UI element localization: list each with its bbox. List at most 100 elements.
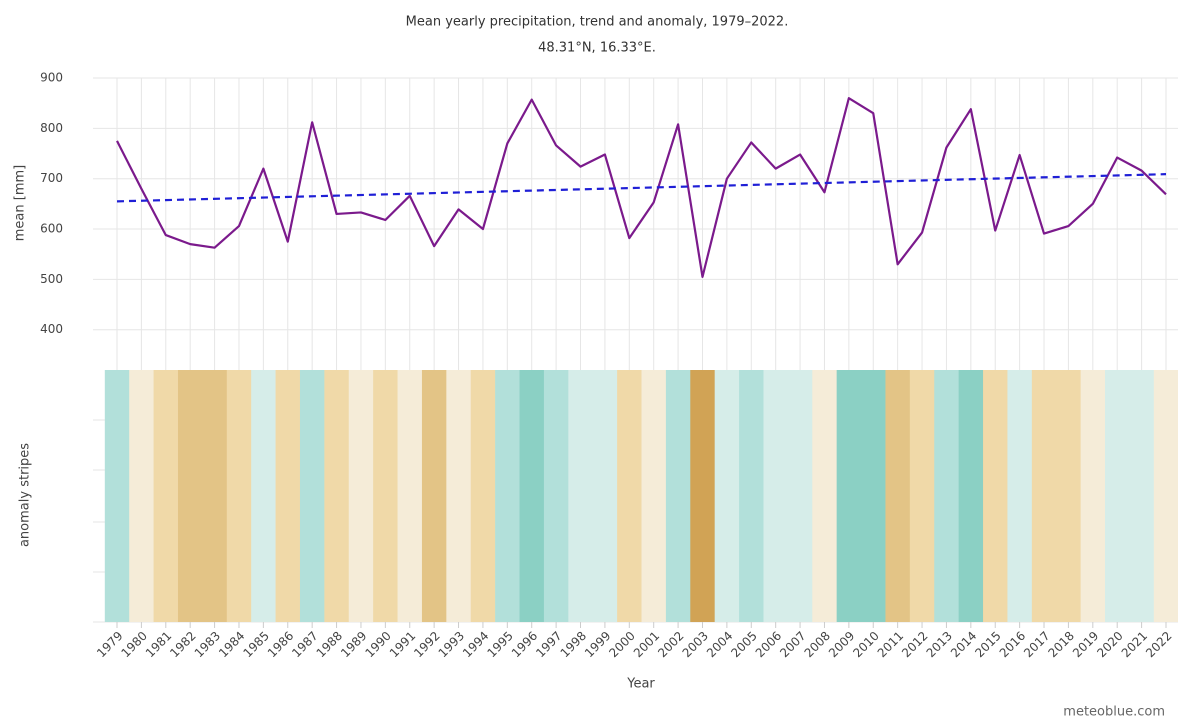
anomaly-stripe (495, 370, 521, 622)
y-axis-label: mean [mm] (13, 165, 28, 241)
x-tick-label: 2009 (826, 629, 857, 660)
anomaly-stripe (446, 370, 472, 622)
chart-title: Mean yearly precipitation, trend and ano… (406, 15, 789, 30)
x-tick-label: 2005 (728, 629, 759, 660)
x-tick-label: 2007 (777, 629, 808, 660)
anomaly-stripe (885, 370, 911, 622)
x-tick-label: 1999 (582, 629, 613, 660)
anomaly-stripe (299, 370, 325, 622)
anomaly-stripe (519, 370, 545, 622)
x-tick-label: 2011 (875, 629, 906, 660)
y-tick-label: 900 (40, 71, 63, 85)
data-line (116, 97, 1167, 278)
anomaly-stripe (153, 370, 179, 622)
x-tick-label: 2012 (899, 629, 930, 660)
anomaly-stripe (104, 370, 130, 622)
x-tick-label: 1992 (411, 629, 442, 660)
y-tick-label: 600 (40, 222, 63, 236)
anomaly-stripe (421, 370, 447, 622)
anomaly-stripe (324, 370, 350, 622)
x-tick-label: 2018 (1046, 629, 1077, 660)
y-tick-label: 500 (40, 272, 63, 286)
anomaly-stripe (1080, 370, 1106, 622)
x-tick-label: 2013 (924, 629, 955, 660)
x-tick-label: 1981 (143, 629, 174, 660)
anomaly-stripe (861, 370, 886, 622)
x-tick-label: 1986 (265, 629, 296, 660)
anomaly-stripe (1031, 370, 1057, 622)
anomaly-stripe (129, 370, 155, 622)
anomaly-stripe (543, 370, 569, 622)
anomaly-stripe (275, 370, 301, 622)
stripes-label: anomaly stripes (18, 443, 33, 547)
x-tick-label: 1991 (387, 629, 418, 660)
x-tick-label: 2022 (1143, 629, 1174, 660)
x-tick-label: 2021 (1119, 629, 1150, 660)
anomaly-stripe (665, 370, 691, 622)
anomaly-stripe (714, 370, 740, 622)
x-tick-label: 1993 (436, 629, 467, 660)
x-tick-label: 1990 (362, 629, 393, 660)
anomaly-stripe (690, 370, 716, 622)
anomaly-stripe (617, 370, 642, 622)
x-tick-label: 1982 (167, 629, 198, 660)
anomaly-stripe (1007, 370, 1033, 622)
anomaly-stripe (1129, 370, 1155, 622)
y-tick-label: 800 (40, 121, 63, 135)
anomaly-stripe (1056, 370, 1082, 622)
anomaly-stripe (1105, 370, 1130, 622)
anomaly-stripe (909, 370, 935, 622)
anomaly-stripe (812, 370, 838, 622)
x-tick-label: 2020 (1094, 629, 1125, 660)
anomaly-stripe (739, 370, 764, 622)
x-tick-label: 1983 (192, 629, 223, 660)
x-axis-label: Year (626, 677, 655, 692)
anomaly-stripe (226, 370, 252, 622)
x-tick-label: 2006 (753, 629, 784, 660)
anomaly-stripe (1153, 370, 1178, 622)
x-tick-label: 1998 (558, 629, 589, 660)
anomaly-stripe (470, 370, 496, 622)
x-tick-label: 2015 (972, 629, 1003, 660)
credit: meteoblue.com (1063, 705, 1165, 720)
anomaly-stripe (568, 370, 594, 622)
x-tick-label: 1980 (118, 629, 149, 660)
x-tick-label: 1988 (314, 629, 345, 660)
x-tick-label: 1985 (240, 629, 271, 660)
x-tick-label: 2016 (997, 629, 1028, 660)
anomaly-stripe (836, 370, 862, 622)
anomaly-stripe (348, 370, 374, 622)
x-tick-label: 1984 (216, 629, 247, 660)
anomaly-stripe (958, 370, 984, 622)
y-tick-label: 400 (40, 322, 63, 336)
anomaly-stripe (251, 370, 277, 622)
anomaly-stripe (983, 370, 1008, 622)
x-tick-label: 2001 (631, 629, 662, 660)
x-tick-label: 2014 (948, 629, 979, 660)
x-tick-label: 1994 (460, 629, 491, 660)
anomaly-stripe (787, 370, 813, 622)
x-tick-label: 2003 (680, 629, 711, 660)
anomaly-stripe (177, 370, 203, 622)
anomaly-stripe (202, 370, 228, 622)
anomaly-stripe (592, 370, 618, 622)
x-tick-label: 1997 (533, 629, 564, 660)
x-tick-label: 2010 (850, 629, 881, 660)
x-tick-label: 2004 (704, 629, 735, 660)
x-tick-label: 2008 (802, 629, 833, 660)
x-tick-label: 2000 (606, 629, 637, 660)
x-tick-label: 2017 (1021, 629, 1052, 660)
x-tick-label: 2019 (1070, 629, 1101, 660)
anomaly-stripe (641, 370, 667, 622)
x-tick-label: 1996 (509, 629, 540, 660)
trend-line (116, 173, 1167, 203)
x-tick-label: 2002 (655, 629, 686, 660)
anomaly-stripe (373, 370, 399, 622)
anomaly-stripe (934, 370, 960, 622)
anomaly-stripe (397, 370, 423, 622)
x-tick-label: 1987 (289, 629, 320, 660)
anomaly-stripe (763, 370, 789, 622)
x-tick-label: 1989 (338, 629, 369, 660)
x-tick-label: 1979 (94, 629, 125, 660)
